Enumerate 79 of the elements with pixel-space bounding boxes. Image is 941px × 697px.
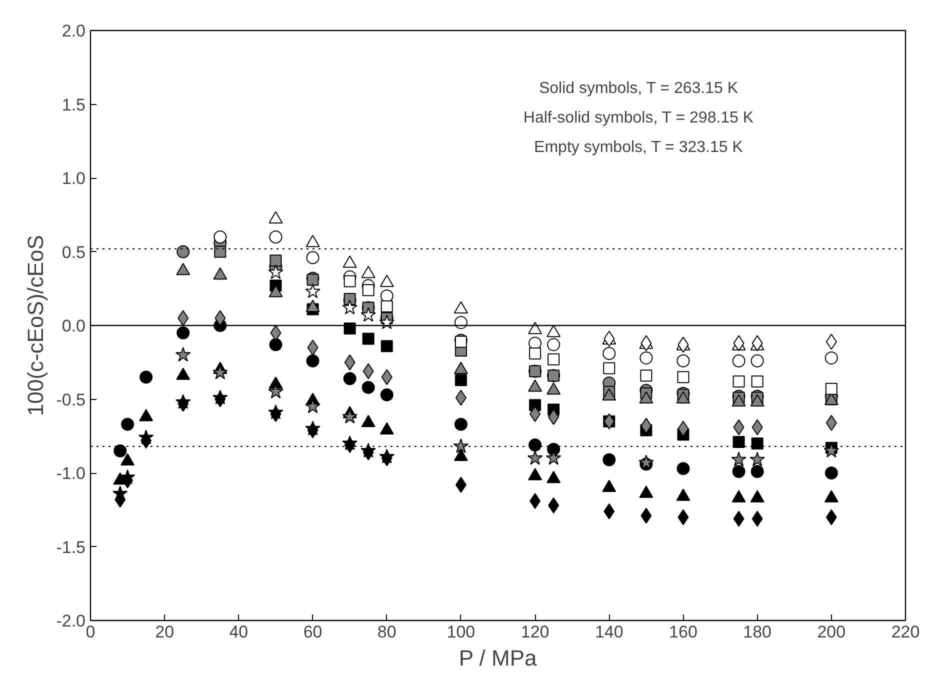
- point: [214, 230, 227, 244]
- point: [547, 338, 560, 352]
- x-tick-label: 140: [594, 622, 624, 642]
- point: [638, 454, 654, 470]
- point: [527, 450, 543, 465]
- point: [360, 307, 376, 322]
- x-tick-label: 80: [377, 622, 396, 642]
- point: [114, 444, 127, 458]
- point: [270, 254, 282, 267]
- point: [453, 438, 469, 454]
- point: [305, 284, 320, 298]
- point: [380, 340, 393, 352]
- y-tick-label: -1.0: [56, 464, 86, 483]
- point: [530, 406, 541, 422]
- x-tick-label: 40: [229, 622, 248, 642]
- point: [750, 354, 764, 368]
- point: [751, 438, 764, 450]
- point: [824, 466, 838, 480]
- point: [121, 418, 134, 431]
- point: [344, 322, 356, 334]
- point: [306, 354, 320, 368]
- point: [362, 380, 375, 394]
- point: [825, 382, 838, 395]
- point: [731, 452, 746, 466]
- annotation: Solid symbols, T = 263.15 K: [538, 80, 738, 97]
- x-tick-label: 60: [303, 622, 322, 642]
- annotation: Empty symbols, T = 323.15 K: [534, 138, 744, 156]
- y-tick-label: 0.5: [62, 242, 86, 262]
- point: [602, 347, 616, 360]
- point: [676, 354, 690, 368]
- y-tick-label: 2.0: [62, 22, 86, 40]
- point: [732, 354, 746, 368]
- point: [269, 230, 282, 244]
- point: [602, 453, 616, 466]
- y-tick-label: 0.0: [62, 316, 86, 336]
- point: [176, 245, 190, 258]
- point: [342, 300, 358, 314]
- x-tick-label: 220: [891, 622, 920, 642]
- point: [305, 398, 320, 414]
- point: [140, 370, 153, 384]
- point: [362, 332, 374, 345]
- point: [732, 465, 746, 478]
- x-axis-title: P / MPa: [458, 646, 538, 670]
- point: [362, 284, 374, 296]
- point: [214, 246, 226, 258]
- point: [176, 326, 190, 340]
- y-tick-label: 1.0: [62, 169, 86, 188]
- point: [732, 436, 745, 448]
- point: [824, 351, 838, 364]
- y-tick-label: -2.0: [56, 612, 86, 630]
- point: [750, 465, 764, 478]
- point: [306, 251, 320, 264]
- x-tick-label: 20: [155, 622, 174, 642]
- annotation: Half-solid symbols, T = 298.15 K: [523, 109, 754, 126]
- y-tick-label: -0.5: [56, 390, 86, 410]
- point: [268, 264, 284, 279]
- x-tick-label: 0: [86, 622, 96, 642]
- x-tick-label: 180: [743, 622, 772, 642]
- point: [175, 347, 191, 362]
- x-tick-label: 120: [520, 622, 550, 642]
- y-tick-label: -1.5: [56, 538, 86, 557]
- point: [454, 418, 468, 431]
- point: [676, 462, 690, 476]
- x-tick-label: 200: [817, 622, 846, 642]
- point: [528, 438, 542, 452]
- x-tick-label: 100: [446, 622, 476, 642]
- y-axis-title: 100(c-cEoS)/cEoS: [23, 235, 48, 416]
- point: [548, 370, 560, 382]
- point: [750, 452, 765, 466]
- y-tick-label: 1.5: [62, 95, 86, 114]
- point: [343, 372, 356, 386]
- point: [269, 338, 282, 352]
- point: [344, 275, 356, 288]
- point: [380, 388, 394, 402]
- point: [454, 374, 467, 386]
- x-tick-label: 160: [669, 622, 698, 642]
- point: [529, 365, 542, 378]
- point: [379, 314, 394, 330]
- point: [640, 351, 653, 364]
